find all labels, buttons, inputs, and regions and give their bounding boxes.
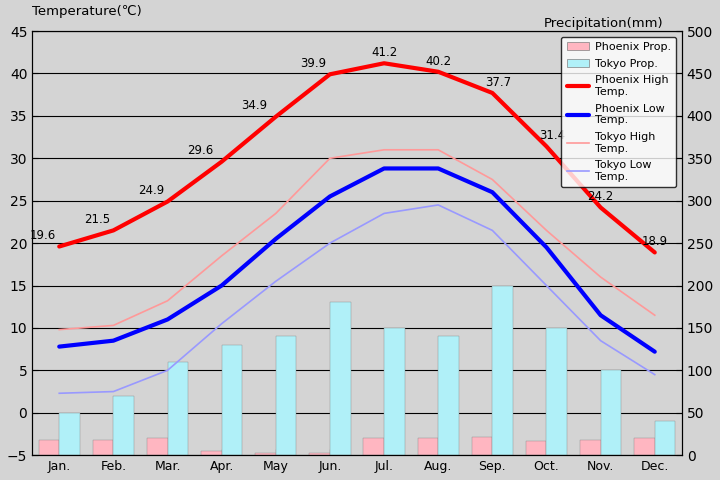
Phoenix High
Temp. — [434, 69, 443, 74]
Phoenix Low
Temp. — [488, 189, 497, 195]
Bar — [39, 440, 59, 455]
Line: Tokyo Low
Temp.: Tokyo Low Temp. — [59, 205, 654, 393]
Text: 39.9: 39.9 — [301, 57, 327, 70]
Text: Precipitation(mm): Precipitation(mm) — [544, 17, 663, 30]
Tokyo Low
Temp. — [217, 321, 226, 326]
Tokyo Low
Temp. — [163, 368, 172, 373]
Bar — [438, 336, 459, 455]
Phoenix High
Temp. — [217, 159, 226, 165]
Bar — [222, 345, 242, 455]
Tokyo High
Temp. — [217, 253, 226, 259]
Text: Temperature(℃): Temperature(℃) — [32, 5, 142, 18]
Phoenix Low
Temp. — [379, 166, 388, 171]
Tokyo High
Temp. — [650, 312, 659, 318]
Phoenix High
Temp. — [596, 204, 605, 210]
Phoenix Low
Temp. — [109, 338, 117, 344]
Text: 19.6: 19.6 — [30, 229, 56, 242]
Phoenix Low
Temp. — [434, 166, 443, 171]
Line: Phoenix High
Temp.: Phoenix High Temp. — [59, 63, 654, 252]
Tokyo High
Temp. — [542, 228, 551, 233]
Text: 29.6: 29.6 — [187, 144, 213, 157]
Tokyo Low
Temp. — [488, 228, 497, 233]
Bar — [580, 440, 600, 455]
Text: 31.4: 31.4 — [539, 129, 565, 142]
Tokyo High
Temp. — [163, 298, 172, 304]
Text: 18.9: 18.9 — [642, 235, 668, 248]
Bar — [310, 453, 330, 455]
Bar — [418, 438, 438, 455]
Phoenix Low
Temp. — [542, 244, 551, 250]
Line: Phoenix Low
Temp.: Phoenix Low Temp. — [59, 168, 654, 352]
Bar — [276, 336, 297, 455]
Bar — [113, 396, 134, 455]
Bar — [147, 438, 168, 455]
Text: 40.2: 40.2 — [425, 55, 451, 68]
Line: Tokyo High
Temp.: Tokyo High Temp. — [59, 150, 654, 330]
Bar — [364, 438, 384, 455]
Tokyo High
Temp. — [325, 156, 334, 161]
Text: 34.9: 34.9 — [241, 99, 267, 112]
Tokyo Low
Temp. — [325, 240, 334, 246]
Phoenix High
Temp. — [488, 90, 497, 96]
Phoenix Low
Temp. — [163, 317, 172, 323]
Phoenix Low
Temp. — [55, 344, 63, 349]
Phoenix High
Temp. — [542, 144, 551, 149]
Tokyo High
Temp. — [271, 211, 280, 216]
Phoenix High
Temp. — [379, 60, 388, 66]
Text: 24.2: 24.2 — [588, 190, 613, 203]
Phoenix High
Temp. — [163, 199, 172, 204]
Phoenix High
Temp. — [109, 228, 117, 233]
Bar — [93, 440, 113, 455]
Phoenix Low
Temp. — [596, 312, 605, 318]
Tokyo High
Temp. — [596, 274, 605, 280]
Phoenix High
Temp. — [271, 114, 280, 120]
Phoenix High
Temp. — [55, 244, 63, 250]
Bar — [492, 286, 513, 455]
Tokyo Low
Temp. — [596, 338, 605, 344]
Tokyo High
Temp. — [109, 323, 117, 328]
Phoenix High
Temp. — [650, 250, 659, 255]
Text: 24.9: 24.9 — [138, 184, 164, 197]
Bar — [654, 421, 675, 455]
Phoenix Low
Temp. — [325, 193, 334, 199]
Tokyo High
Temp. — [434, 147, 443, 153]
Bar — [384, 328, 405, 455]
Phoenix Low
Temp. — [271, 236, 280, 242]
Bar — [59, 413, 80, 455]
Tokyo High
Temp. — [55, 327, 63, 333]
Tokyo High
Temp. — [379, 147, 388, 153]
Tokyo Low
Temp. — [271, 278, 280, 284]
Tokyo High
Temp. — [488, 177, 497, 182]
Phoenix High
Temp. — [325, 72, 334, 77]
Legend: Phoenix Prop., Tokyo Prop., Phoenix High
Temp., Phoenix Low
Temp., Tokyo High
Te: Phoenix Prop., Tokyo Prop., Phoenix High… — [562, 36, 676, 187]
Tokyo Low
Temp. — [650, 372, 659, 377]
Tokyo Low
Temp. — [109, 389, 117, 395]
Text: 41.2: 41.2 — [371, 46, 397, 59]
Bar — [634, 438, 654, 455]
Text: 21.5: 21.5 — [84, 213, 110, 226]
Tokyo Low
Temp. — [379, 211, 388, 216]
Bar — [255, 453, 276, 455]
Tokyo Low
Temp. — [434, 202, 443, 208]
Tokyo Low
Temp. — [542, 283, 551, 288]
Bar — [201, 451, 222, 455]
Bar — [600, 371, 621, 455]
Bar — [472, 436, 492, 455]
Bar — [526, 441, 546, 455]
Phoenix Low
Temp. — [650, 349, 659, 355]
Bar — [168, 362, 188, 455]
Bar — [330, 302, 351, 455]
Bar — [546, 328, 567, 455]
Phoenix Low
Temp. — [217, 283, 226, 288]
Tokyo Low
Temp. — [55, 390, 63, 396]
Text: 37.7: 37.7 — [485, 76, 510, 89]
